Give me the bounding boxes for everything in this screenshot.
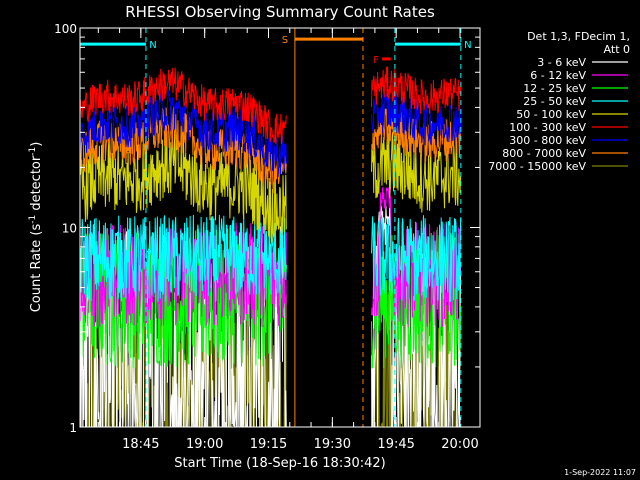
legend-label-7: 800 - 7000 keV	[502, 147, 586, 160]
legend-header-line-2: Att 0	[604, 43, 630, 56]
y-axis-label: Count Rate (s-1 detector-1)	[28, 142, 44, 313]
legend-header-line-1: Det 1,3, FDecim 1,	[527, 30, 630, 43]
series-5-trace-1	[371, 66, 462, 114]
x-tick-label-3: 19:30	[314, 437, 351, 452]
series-3-trace-1	[371, 215, 462, 302]
series-7-trace-1	[371, 108, 462, 165]
legend-label-8: 7000 - 15000 keV	[488, 160, 586, 173]
legend-label-2: 12 - 25 keV	[523, 82, 586, 95]
x-tick-label-0: 18:45	[122, 437, 159, 452]
series-4-trace-0	[79, 130, 287, 243]
x-tick-label-2: 19:15	[250, 437, 287, 452]
flag-label-3: F	[373, 55, 379, 66]
chart-title: RHESSI Observing Summary Count Rates	[125, 3, 435, 21]
y-tick-label-0: 1	[69, 421, 77, 435]
series-5-trace-0	[79, 67, 287, 145]
legend-label-3: 25 - 50 keV	[523, 95, 586, 108]
series-6-trace-1	[371, 90, 462, 146]
flag-markers: N N S F	[80, 35, 472, 66]
x-axis-label: Start Time (18-Sep-16 18:30:42)	[174, 456, 385, 471]
flag-label-1: N	[464, 40, 471, 51]
legend-label-6: 300 - 800 keV	[509, 134, 586, 147]
axes: 1 10 100 18:45 19:00 19:15 19:30 19:45 20:00	[54, 22, 480, 452]
segment-lines	[79, 28, 462, 427]
x-tick-label-5: 20:00	[441, 437, 478, 452]
legend-label-1: 6 - 12 keV	[530, 69, 586, 82]
legend-label-5: 100 - 300 keV	[509, 121, 586, 134]
x-tick-label-4: 19:45	[377, 437, 414, 452]
series-3-trace-0	[79, 214, 287, 303]
legend-label-0: 3 - 6 keV	[537, 56, 586, 69]
y-tick-label-1: 10	[62, 222, 77, 236]
series-4-trace-1	[371, 132, 462, 213]
y-tick-label-2: 100	[54, 22, 77, 36]
x-tick-label-1: 19:00	[186, 437, 223, 452]
footer-date: 1-Sep-2022 11:07	[564, 468, 636, 477]
flag-label-2: S	[282, 35, 288, 46]
legend-label-4: 50 - 100 keV	[516, 108, 586, 121]
data-traces	[79, 66, 462, 429]
flag-label-0: N	[149, 40, 156, 51]
